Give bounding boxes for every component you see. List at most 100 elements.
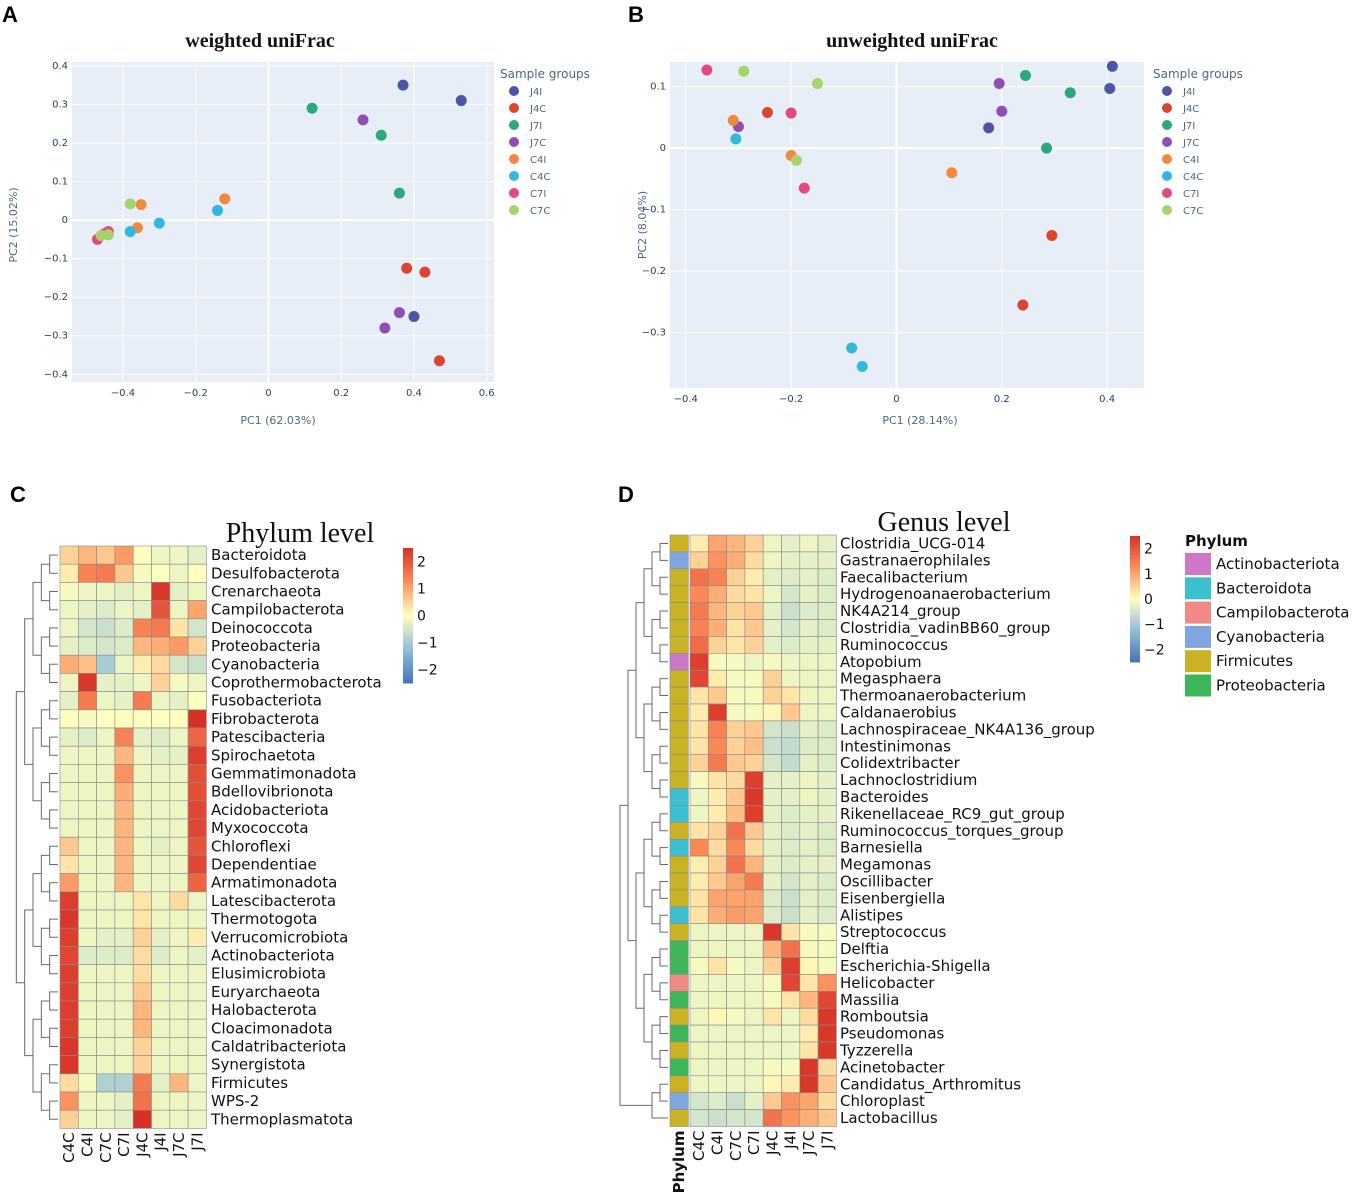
heatmap-cell — [132, 909, 152, 929]
y-axis-title: PC2 (15.02%) — [7, 187, 20, 262]
heatmap-cell — [59, 1073, 79, 1093]
dendrogram-branch — [651, 889, 660, 925]
column-label: J7C — [800, 1131, 818, 1156]
dendrogram-branch — [659, 982, 668, 1001]
color-scale-tick: −2 — [1144, 642, 1165, 658]
heatmap-cell — [96, 1037, 116, 1056]
heatmap-cell — [817, 1109, 837, 1127]
heatmap-cell — [799, 990, 819, 1009]
heatmap-cell — [169, 691, 189, 711]
dendrogram-branch — [40, 709, 50, 747]
phylum-swatch — [1185, 577, 1211, 600]
heatmap-cell — [744, 551, 764, 570]
heatmap-cell — [744, 1041, 764, 1060]
dendrogram-branch — [49, 736, 58, 756]
heatmap-cell — [151, 600, 171, 620]
heatmap-cell — [707, 957, 727, 975]
heatmap-cell — [707, 686, 727, 705]
heatmap-cell — [762, 619, 782, 637]
heatmap-cell — [799, 889, 819, 908]
heatmap-cell — [799, 923, 819, 941]
heatmap-cell — [799, 551, 819, 570]
heatmap-cell — [762, 652, 782, 671]
heatmap-cell — [726, 669, 746, 688]
color-scale-step — [403, 581, 413, 586]
heatmap-cell — [96, 582, 116, 601]
row-label: Alistipes — [840, 906, 903, 924]
x-tick-label: 0.2 — [333, 388, 349, 399]
heatmap-cell — [59, 836, 79, 856]
heatmap-cell — [817, 1058, 837, 1077]
heatmap-cell — [151, 964, 171, 984]
phylum-annotation-cell — [669, 602, 689, 620]
heatmap-cell — [114, 927, 134, 947]
point-c4i — [135, 199, 147, 211]
row-label: Chloroplast — [840, 1092, 925, 1110]
heatmap-cell — [187, 1037, 207, 1056]
phylum-legend-item: Campilobacterota — [1216, 604, 1349, 622]
heatmap-cell — [689, 1058, 709, 1077]
phylum-swatch — [1185, 601, 1211, 624]
heatmap-cell — [799, 737, 819, 755]
heatmap-cell — [762, 1092, 782, 1110]
heatmap-cell — [781, 602, 801, 620]
heatmap-cell — [799, 652, 819, 671]
heatmap-cell — [114, 691, 134, 711]
heatmap-cell — [726, 1041, 746, 1060]
heatmap-cell — [689, 703, 709, 722]
heatmap-cell — [114, 582, 134, 601]
heatmap-cell — [187, 818, 207, 838]
y-tick-label: −0.1 — [642, 205, 666, 216]
heatmap-cell — [689, 1092, 709, 1110]
heatmap-cell — [187, 782, 207, 802]
heatmap-cell — [762, 906, 782, 924]
heatmap-cell — [817, 686, 837, 705]
heatmap-cell — [817, 1024, 837, 1043]
heatmap-cell — [78, 982, 97, 1002]
dendrogram-branch — [49, 663, 58, 683]
point-j7i — [1020, 70, 1031, 82]
heatmap-cell — [114, 946, 134, 965]
heatmap-cell — [707, 855, 727, 874]
heatmap-cell — [689, 957, 709, 975]
heatmap-cell — [96, 782, 116, 802]
panel-label-b: B — [628, 2, 644, 27]
heatmap-cell — [781, 940, 801, 958]
row-label: Streptococcus — [840, 923, 946, 941]
heatmap-cell — [114, 891, 134, 911]
heatmap-cell — [132, 618, 152, 638]
heatmap-cell — [762, 585, 782, 603]
heatmap-cell — [96, 964, 116, 984]
phylum-annotation-cell — [669, 568, 689, 586]
color-scale-step — [403, 649, 413, 654]
heatmap-cell — [59, 818, 79, 838]
heatmap-cell — [726, 1024, 746, 1043]
color-scale-step — [403, 679, 413, 684]
heatmap-cell — [96, 654, 116, 674]
point-c7i — [798, 182, 810, 194]
heatmap-cell — [744, 1109, 764, 1127]
heatmap-cell — [96, 982, 116, 1002]
color-scale-step — [1130, 658, 1140, 663]
heatmap-cell — [799, 686, 819, 705]
heatmap-cell — [744, 636, 764, 654]
row-label: Desulfobacterota — [211, 564, 340, 582]
heatmap-cell — [96, 800, 116, 820]
row-label: Thermotogota — [210, 910, 317, 928]
heatmap-cell — [59, 636, 79, 656]
color-scale-step — [403, 548, 413, 552]
dendrogram-branch — [651, 619, 660, 654]
heatmap-cell — [707, 1092, 727, 1110]
heatmap-cell — [169, 782, 189, 802]
color-scale-step — [403, 618, 413, 623]
heatmap-cell — [726, 1092, 746, 1110]
legend-title: Sample groups — [1153, 67, 1243, 81]
dendrogram-branch — [659, 1049, 668, 1068]
heatmap-cell — [707, 669, 727, 688]
heatmap-cell — [151, 1018, 171, 1038]
heatmap-cell — [169, 1091, 189, 1111]
color-scale-step — [403, 568, 413, 573]
color-scale-step — [1130, 554, 1140, 559]
heatmap-cell — [762, 1058, 782, 1077]
phylum-annotation-cell — [669, 940, 689, 958]
